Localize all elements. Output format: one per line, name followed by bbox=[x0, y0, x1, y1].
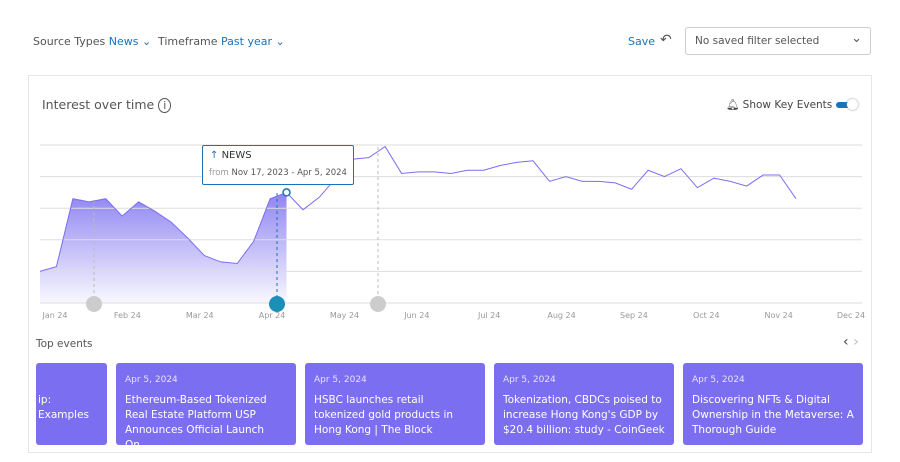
x-tick-label: Aug 24 bbox=[547, 311, 575, 320]
x-tick-label: Jul 24 bbox=[477, 311, 500, 320]
saved-filter-select[interactable]: No saved filter selected ⌄ bbox=[685, 27, 871, 55]
line bbox=[39, 145, 797, 272]
event-card[interactable]: Apr 5, 2024 Tokenization, CBDCs poised to… bbox=[494, 363, 674, 445]
x-tick-label: Nov 24 bbox=[764, 311, 792, 320]
card-title: ip: Examples bbox=[38, 393, 99, 423]
label: Timeframe bbox=[158, 35, 218, 48]
value: Past year bbox=[221, 35, 273, 48]
chart-title: Interest over time i bbox=[42, 97, 172, 113]
card-title: Ethereum-Based Tokenized Real Estate Pla… bbox=[125, 394, 267, 445]
tooltip-range: Nov 17, 2023 - Apr 5, 2024 bbox=[231, 168, 347, 178]
highlight-point bbox=[282, 188, 291, 197]
tooltip-title: NEWS bbox=[221, 150, 252, 161]
chart: Jan 24 Feb 24 Mar 24 Apr 24 May 24 Jun 24 Jul … bbox=[39, 144, 865, 320]
line: ip: bbox=[38, 394, 52, 406]
card-date: Apr 5, 2024 bbox=[314, 375, 367, 385]
card-date: Apr 5, 2024 bbox=[503, 375, 556, 385]
undo-icon[interactable]: ↶ bbox=[660, 32, 672, 48]
card-title: HSBC launches retail tokenized gold prod… bbox=[314, 394, 454, 436]
key-events-toggle[interactable]: 🔔︎ Show Key Events bbox=[726, 98, 858, 111]
x-tick-label: Mar 24 bbox=[186, 311, 214, 320]
events-nav[interactable]: ‹ › bbox=[843, 334, 859, 350]
x-tick-label: Sep 24 bbox=[620, 311, 648, 320]
x-tick-label: Feb 24 bbox=[114, 311, 141, 320]
x-tick-label: Jan 24 bbox=[41, 311, 67, 320]
card-date: Apr 5, 2024 bbox=[692, 375, 745, 385]
value: News bbox=[108, 35, 139, 48]
toggle-text: Show Key Events bbox=[742, 99, 833, 111]
event-card[interactable]: Apr 5, 2024 Discovering NFTs & Digital Ow… bbox=[683, 363, 863, 445]
event-marker[interactable] bbox=[370, 296, 386, 312]
event-card[interactable]: Apr 5, 2024 HSBC launches retail tokenize… bbox=[305, 363, 485, 445]
label: Source Types bbox=[33, 35, 106, 48]
area-fill bbox=[40, 192, 287, 303]
event-marker[interactable] bbox=[269, 296, 285, 312]
card-title: Discovering NFTs & Digital Ownership in … bbox=[692, 394, 854, 436]
title-text: Interest over time bbox=[42, 97, 155, 112]
events-title: Top events bbox=[36, 338, 93, 350]
x-tick-label: Dec 24 bbox=[837, 311, 865, 320]
card-container bbox=[28, 75, 872, 453]
select-text: No saved filter selected bbox=[695, 35, 820, 47]
card-date: Apr 5, 2024 bbox=[125, 375, 178, 385]
tooltip: ↑ NEWS from Nov 17, 2023 - Apr 5, 2024 bbox=[202, 145, 354, 185]
x-tick-label: Jun 24 bbox=[403, 311, 429, 320]
source-filter[interactable]: Source Types News ⌄ bbox=[33, 35, 152, 48]
x-tick-label: Oct 24 bbox=[693, 311, 720, 320]
event-marker[interactable] bbox=[86, 296, 102, 312]
timeframe-filter[interactable]: Timeframe Past year ⌄ bbox=[158, 35, 285, 48]
x-tick-label: May 24 bbox=[330, 311, 359, 320]
event-card[interactable]: ip: Examples bbox=[36, 363, 107, 445]
tooltip-from: from bbox=[209, 168, 229, 178]
card-title: Tokenization, CBDCs poised to increase H… bbox=[503, 394, 665, 436]
x-tick-label: Apr 24 bbox=[259, 311, 286, 320]
event-card[interactable]: Apr 5, 2024 Ethereum-Based Tokenized Real… bbox=[116, 363, 296, 445]
line: Examples bbox=[38, 409, 90, 421]
save-button[interactable]: Save bbox=[628, 35, 656, 48]
